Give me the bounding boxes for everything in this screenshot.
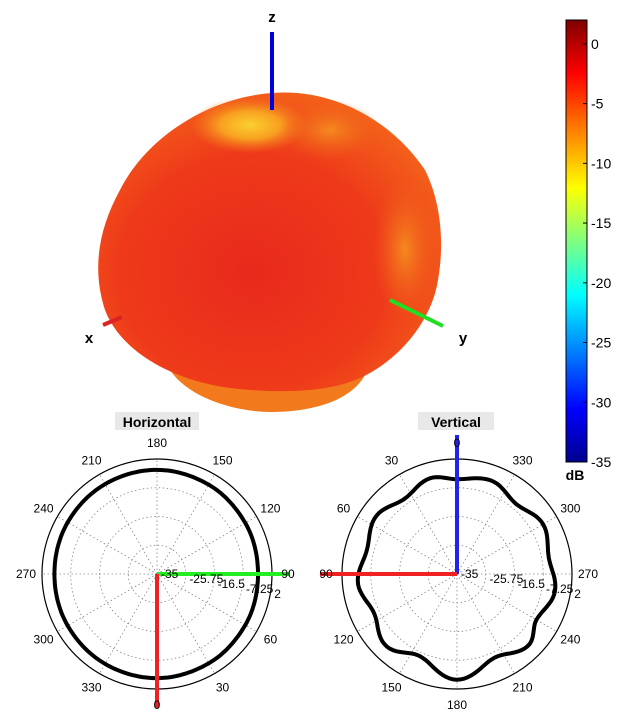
colorbar-tick-label: 0 (591, 36, 599, 52)
polar-angle-label: 210 (81, 454, 101, 468)
polar-angle-label: 60 (337, 502, 351, 516)
y-axis-label: y (459, 330, 468, 347)
polar-angle-label: 150 (212, 454, 232, 468)
colorbar-tick-label: -20 (591, 275, 611, 291)
colorbar-tick-label: -10 (591, 155, 611, 171)
colorbar-tick-label: -35 (591, 454, 611, 470)
polar-radial-label: -7.25 (546, 582, 574, 596)
polar-grid-spoke (57, 516, 158, 575)
vertical-title: Vertical (431, 414, 481, 430)
x-axis-label: x (85, 330, 94, 347)
polar-grid-spoke (456, 573, 515, 674)
vertical-pattern-trace (355, 475, 558, 682)
polar-grid-spoke (399, 474, 458, 575)
polar-radial-label: -25.75 (189, 572, 223, 586)
polar-grid-spoke (156, 516, 257, 575)
polar-grid-spoke (357, 516, 458, 575)
polar-angle-label: 180 (147, 436, 167, 450)
surface-top-highlight (190, 97, 310, 153)
horizontal-title-bg (115, 412, 199, 430)
polar-angle-label: 30 (385, 454, 399, 468)
polar-angle-label: 300 (34, 633, 54, 647)
polar-angle-label: 0 (454, 436, 461, 450)
polar-grid-spoke (57, 573, 158, 632)
colorbar-tick-label: -5 (591, 96, 604, 112)
polar-radial-label: -35 (461, 567, 479, 581)
polar-angle-label: 240 (34, 502, 54, 516)
polar-radial-label: -35 (161, 567, 179, 581)
colorbar: 0 -5 -10 -15 -20 -25 -30 -35 dB (565, 19, 611, 483)
polar-angle-label: 0 (154, 698, 161, 711)
polar-radial-label: -16.5 (218, 577, 246, 591)
surface-shape (98, 92, 442, 392)
horizontal-polar-plot: Horizontal 18015012090603003303002702402… (16, 412, 295, 711)
colorbar-unit-label: dB (566, 467, 585, 483)
polar-radial-label: 2 (574, 587, 581, 601)
colorbar-gradient (565, 19, 588, 463)
polar-radial-label: -25.75 (489, 572, 523, 586)
polar-angle-label: 30 (216, 680, 230, 694)
polar-grid-spoke (156, 573, 215, 674)
polar-angle-label: 330 (81, 680, 101, 694)
colorbar-tick-label: -30 (591, 394, 611, 410)
vertical-polar-labels: 0 330 300 270 240 210 180 150 120 90 60 30 -35 -25.75… (319, 436, 598, 711)
z-axis-label: z (268, 9, 276, 26)
polar-angle-label: 90 (281, 567, 295, 581)
polar-angle-label: 150 (381, 680, 401, 694)
polar-grid-spoke (399, 573, 458, 674)
x-axis-line (102, 315, 123, 327)
polar-angle-label: 120 (334, 633, 354, 647)
surface-upper-right-lobe (280, 100, 380, 160)
polar-grid-spoke (456, 516, 557, 575)
surface-right-lobe (373, 180, 437, 320)
vertical-polar-plot: Vertical 0 330 300 270 240 210 180 150 120 90 60 30… (319, 412, 598, 711)
polar-angle-label: 210 (512, 680, 532, 694)
surface-3d-plot: z y x (85, 9, 468, 412)
colorbar-tick-label: -15 (591, 215, 611, 231)
polar-angle-label: 90 (319, 567, 333, 581)
polar-grid-ring (370, 487, 544, 661)
colorbar-ticks: 0 -5 -10 -15 -20 -25 -30 -35 (583, 19, 611, 470)
polar-angle-label: 60 (264, 633, 278, 647)
polar-grid-spoke (456, 573, 557, 632)
polar-angle-label: 270 (16, 567, 36, 581)
polar-angle-label: 240 (560, 633, 580, 647)
polar-grid-spoke (156, 573, 257, 632)
polar-radial-label: -16.5 (518, 577, 546, 591)
polar-grid-spoke (99, 573, 158, 674)
polar-angle-label: 300 (560, 502, 580, 516)
y-axis-line (389, 298, 444, 328)
polar-grid-spoke (456, 474, 515, 575)
polar-angle-label: 270 (578, 567, 598, 581)
polar-grid-spoke (99, 474, 158, 575)
polar-grid-spoke (156, 474, 215, 575)
colorbar-tick-label: -25 (591, 335, 611, 351)
polar-grid-spoke (357, 573, 458, 632)
polar-angle-label: 120 (260, 502, 280, 516)
polar-angle-label: 180 (447, 698, 467, 711)
polar-radial-label: 2 (274, 587, 281, 601)
horizontal-title: Horizontal (123, 414, 191, 430)
polar-angle-label: 330 (512, 454, 532, 468)
polar-radial-label: -7.25 (246, 582, 274, 596)
vertical-title-bg (418, 412, 494, 430)
